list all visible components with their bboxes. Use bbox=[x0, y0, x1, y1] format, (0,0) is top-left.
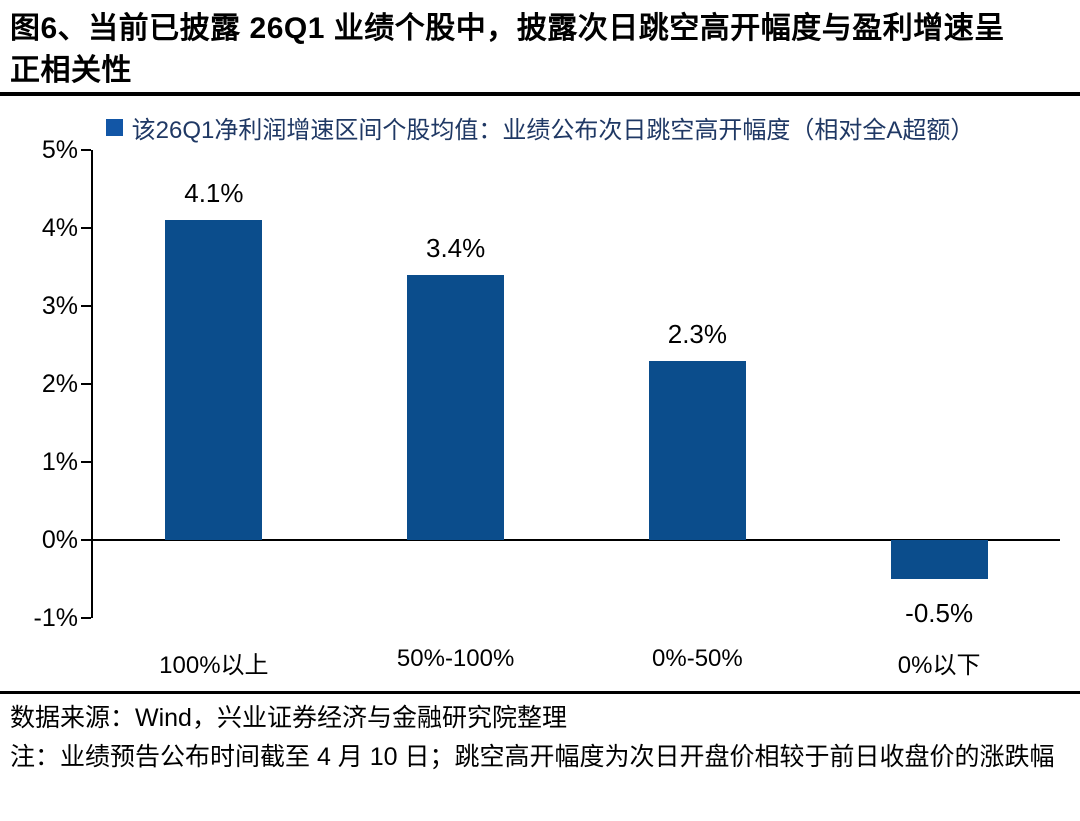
bar-1 bbox=[165, 220, 263, 540]
bar-value-label: -0.5% bbox=[905, 598, 974, 628]
x-axis-label: 100%以上 bbox=[159, 652, 269, 679]
footer-divider bbox=[0, 691, 1080, 694]
footer: 数据来源：Wind，兴业证券经济与金融研究院整理 注：业绩预告公布时间截至 4 … bbox=[10, 699, 1072, 777]
bar-4 bbox=[890, 540, 988, 579]
y-axis-tick-mark bbox=[81, 383, 91, 385]
y-axis-tick-mark bbox=[81, 305, 91, 307]
legend: 该26Q1净利润增速区间个股均值：业绩公布次日跳空高开幅度（相对全A超额） bbox=[0, 110, 1080, 145]
y-axis-tick-mark bbox=[81, 149, 91, 151]
y-axis-line bbox=[91, 150, 93, 618]
y-axis-tick-mark bbox=[81, 539, 91, 541]
title-divider bbox=[0, 92, 1080, 96]
bar-3 bbox=[648, 360, 746, 540]
bar-value-label: 4.1% bbox=[184, 178, 244, 209]
y-axis-tick-label: -1% bbox=[33, 604, 78, 632]
legend-marker-icon bbox=[105, 119, 123, 136]
y-axis-tick-label: 5% bbox=[41, 136, 78, 164]
y-axis-tick-mark bbox=[81, 227, 91, 229]
x-axis-label: 50%-100% bbox=[396, 645, 515, 672]
x-axis-label: 0%-50% bbox=[652, 645, 743, 672]
bar-2 bbox=[407, 274, 505, 540]
y-axis-tick-label: 2% bbox=[41, 370, 78, 398]
x-axis-label: 0%以下 bbox=[897, 652, 981, 679]
bar-value-label: 3.4% bbox=[425, 232, 486, 263]
y-axis-tick-mark bbox=[81, 617, 91, 619]
y-axis-tick-label: 4% bbox=[41, 214, 78, 242]
figure-title: 图6、当前已披露 26Q1 业绩个股中，披露次日跳空高开幅度与盈利增速呈正相关性 bbox=[10, 12, 1005, 87]
footnote-line: 注：业绩预告公布时间截至 4 月 10 日；跳空高开幅度为次日开盘价相较于前日收… bbox=[10, 743, 1055, 771]
y-axis-tick-label: 1% bbox=[41, 448, 78, 476]
y-axis-tick-label: 0% bbox=[41, 526, 78, 554]
data-source-line: 数据来源：Wind，兴业证券经济与金融研究院整理 bbox=[10, 704, 567, 732]
zero-line bbox=[93, 539, 1060, 541]
bar-value-label: 2.3% bbox=[667, 318, 727, 349]
legend-label: 该26Q1净利润增速区间个股均值：业绩公布次日跳空高开幅度（相对全A超额） bbox=[131, 117, 975, 144]
y-axis-tick-label: 3% bbox=[41, 292, 78, 320]
y-axis-tick-mark bbox=[81, 461, 91, 463]
